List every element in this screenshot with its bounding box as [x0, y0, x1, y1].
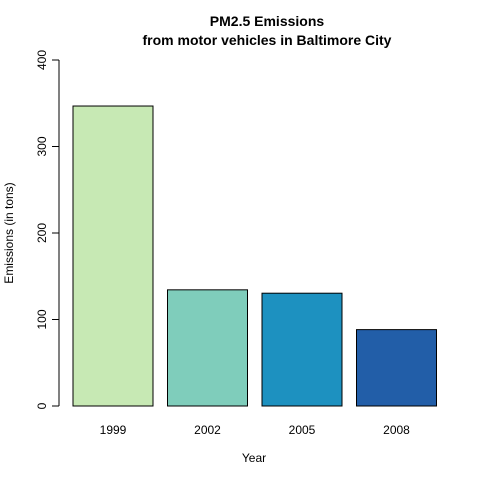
x-axis-tick-labels: 1999 2002 2005 2008: [100, 423, 411, 437]
x-tick-label-2008: 2008: [383, 423, 410, 437]
bar-2005: [261, 292, 343, 407]
bar-2002: [167, 289, 248, 407]
x-tick-label-2002: 2002: [194, 423, 221, 437]
y-axis-label: Emissions (in tons): [2, 182, 16, 283]
y-tick-label-300: 300: [35, 136, 49, 156]
x-tick-label-1999: 1999: [100, 423, 127, 437]
y-tick-label-200: 200: [35, 223, 49, 243]
chart-title-line-2: from motor vehicles in Baltimore City: [143, 32, 392, 48]
y-axis: 0 100 200 300 400: [35, 50, 60, 409]
bars-group: [72, 105, 437, 407]
bar-1999: [72, 105, 154, 407]
x-tick-label-2005: 2005: [289, 423, 316, 437]
y-tick-label-0: 0: [35, 402, 49, 409]
bar-2008: [356, 329, 437, 407]
chart-title-line-1: PM2.5 Emissions: [210, 13, 325, 29]
x-axis-label: Year: [242, 451, 266, 465]
y-tick-label-100: 100: [35, 309, 49, 329]
y-tick-label-400: 400: [35, 50, 49, 70]
